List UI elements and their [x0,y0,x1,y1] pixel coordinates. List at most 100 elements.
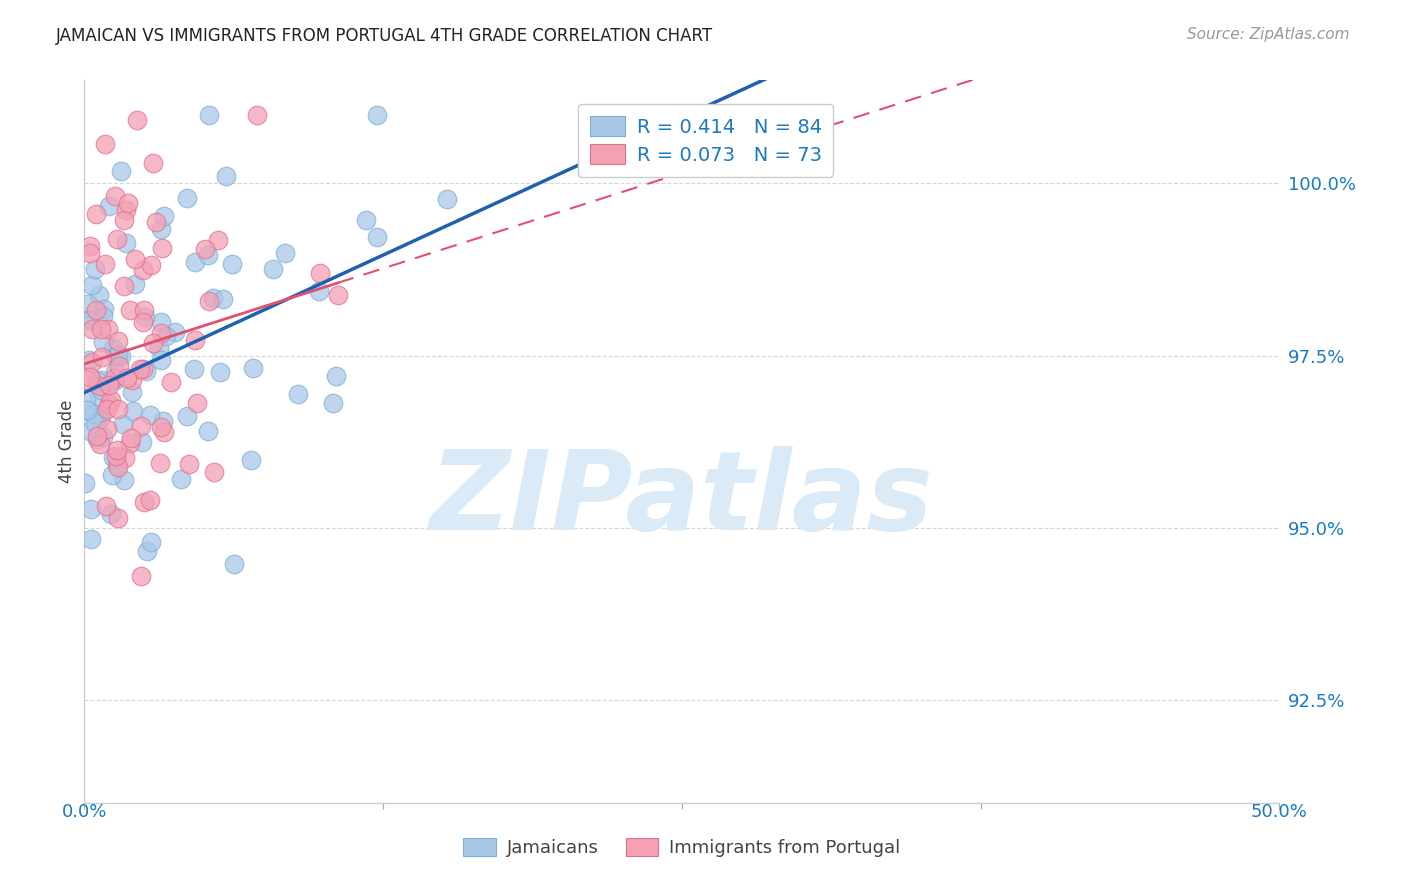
Point [101,468,124,483]
Point [153,425,176,440]
Point [356,212,378,227]
Point [366,108,388,122]
Point [139,492,162,507]
Point [91,430,114,444]
Text: 50.0%: 50.0% [1251,803,1308,821]
Point [148,341,170,355]
Text: 0.0%: 0.0% [62,803,107,821]
Point [79,239,101,253]
Text: ZIPatlas: ZIPatlas [430,446,934,553]
Point [149,456,172,470]
Point [100,508,122,522]
Point [132,361,155,376]
Point [103,450,125,465]
Point [79,353,101,368]
Point [246,108,269,122]
Point [112,279,135,293]
Point [197,248,219,262]
Point [139,409,162,423]
Point [83,261,105,276]
Point [215,169,238,184]
Point [152,209,174,223]
Point [91,310,114,324]
Point [98,397,121,411]
Point [86,428,108,442]
Point [111,417,134,431]
Point [100,392,122,407]
Point [239,453,262,467]
Point [262,261,284,276]
Point [124,277,146,291]
Point [287,386,309,401]
Point [86,302,108,317]
Point [76,403,98,417]
Point [107,334,129,348]
Point [90,373,112,387]
Point [107,511,129,525]
Point [73,475,96,490]
Point [124,252,146,267]
Point [80,355,103,369]
Point [129,418,152,433]
Point [96,422,118,436]
Point [104,349,127,363]
Point [221,256,243,270]
Point [132,315,155,329]
Point [183,255,205,269]
Point [202,465,225,479]
Point [89,412,111,426]
Point [82,407,104,421]
Point [177,457,200,471]
Point [222,557,245,571]
Point [141,258,163,272]
Point [325,369,347,384]
Point [117,196,139,211]
Text: JAMAICAN VS IMMIGRANTS FROM PORTUGAL 4TH GRADE CORRELATION CHART: JAMAICAN VS IMMIGRANTS FROM PORTUGAL 4TH… [56,27,713,45]
Point [308,284,330,298]
Point [80,532,103,546]
Point [211,292,233,306]
Point [115,203,138,218]
Point [121,374,143,388]
Point [142,156,165,170]
Point [77,373,100,387]
Text: Source: ZipAtlas.com: Source: ZipAtlas.com [1187,27,1350,42]
Point [115,371,138,385]
Point [131,434,153,449]
Point [184,333,207,347]
Point [91,335,114,350]
Point [150,315,173,329]
Point [75,392,97,407]
Point [194,242,217,256]
Point [159,376,181,390]
Point [79,313,101,327]
Y-axis label: 4th Grade: 4th Grade [58,400,76,483]
Point [89,437,111,451]
Point [165,326,187,340]
Point [89,379,111,393]
Point [145,215,167,229]
Point [90,409,112,423]
Point [197,424,219,438]
Point [128,362,150,376]
Point [108,359,131,373]
Point [176,409,198,423]
Point [149,352,172,367]
Point [170,472,193,486]
Point [132,263,155,277]
Point [150,326,173,341]
Point [82,278,104,293]
Point [112,473,135,487]
Point [125,112,148,127]
Point [176,191,198,205]
Point [208,365,231,379]
Point [309,266,332,280]
Point [104,365,127,379]
Point [80,502,103,516]
Point [134,494,156,508]
Point [134,310,156,324]
Point [112,213,135,227]
Point [98,199,121,213]
Point [186,396,208,410]
Point [135,364,157,378]
